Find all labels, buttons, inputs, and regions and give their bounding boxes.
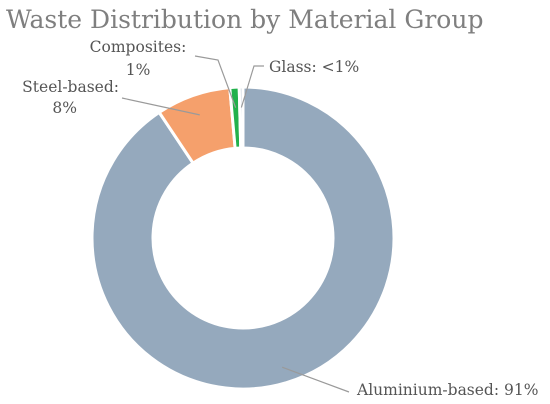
chart-title: Waste Distribution by Material Group bbox=[6, 5, 483, 34]
leader-lines bbox=[121, 55, 350, 393]
donut-slices bbox=[90, 85, 396, 391]
leader-line-glass bbox=[240, 65, 264, 108]
leader-line-composites bbox=[194, 55, 237, 108]
leader-line-aluminium-based bbox=[281, 366, 350, 393]
data-labels: Aluminium-based: 91% Steel-based: 8%Compos… bbox=[22, 38, 538, 399]
data-label-aluminium-based: Aluminium-based: 91% bbox=[356, 381, 538, 399]
data-label-glass: Glass: <1% bbox=[269, 58, 359, 76]
data-label-steel-based: Steel-based: 8% bbox=[22, 78, 119, 117]
slice-aluminium-based bbox=[90, 85, 396, 391]
data-label-composites: Composites: 1% bbox=[90, 38, 187, 79]
slice-glass bbox=[237, 85, 245, 150]
leader-line-steel-based bbox=[121, 97, 200, 116]
